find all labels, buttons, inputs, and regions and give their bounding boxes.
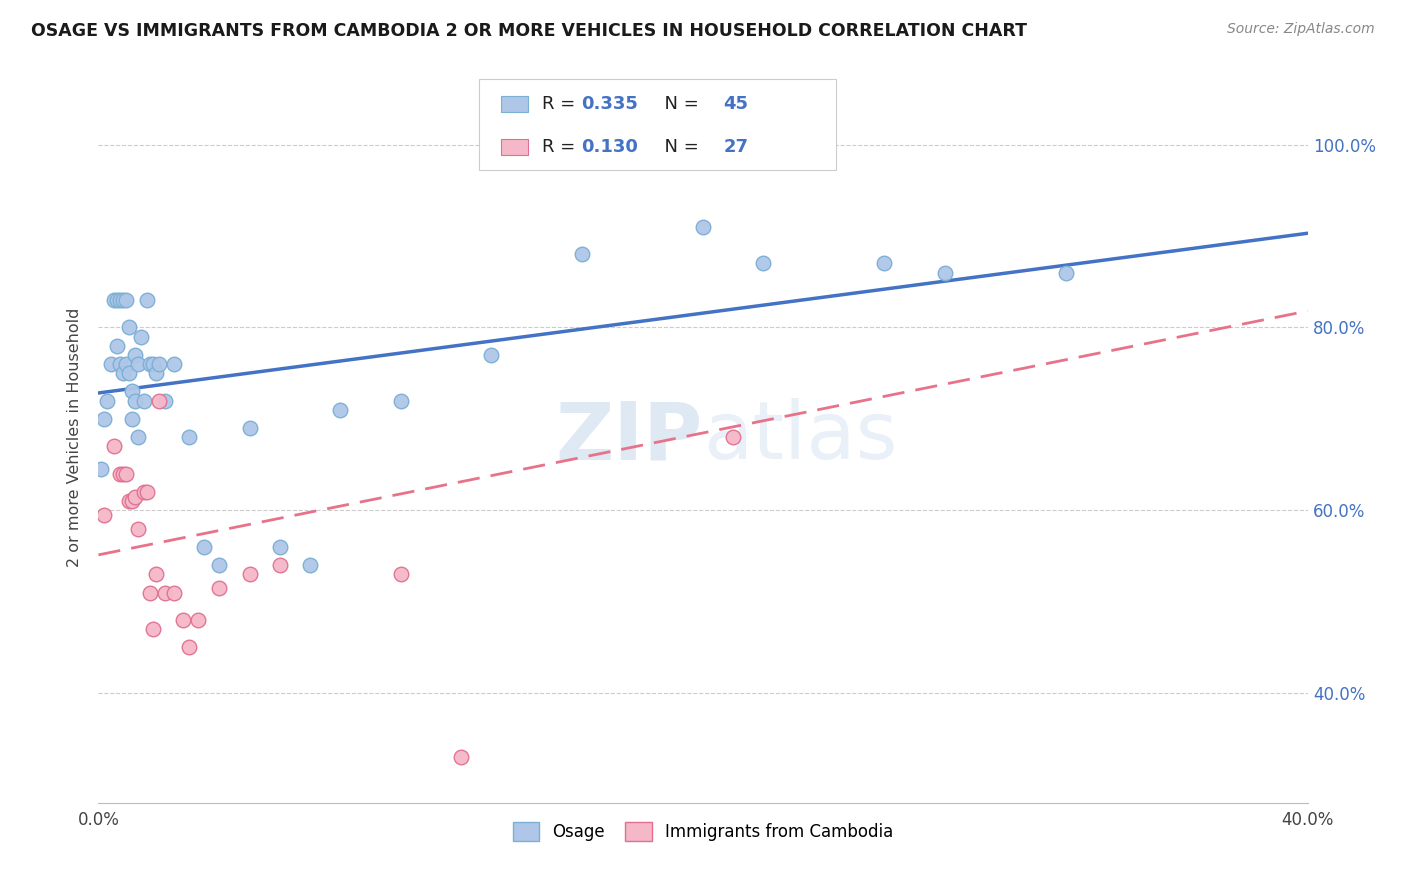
FancyBboxPatch shape bbox=[479, 78, 837, 170]
Point bbox=[193, 540, 215, 554]
Point bbox=[114, 293, 136, 307]
Point bbox=[127, 521, 149, 535]
Point bbox=[163, 585, 186, 599]
Point bbox=[153, 393, 176, 408]
Point bbox=[269, 558, 291, 573]
FancyBboxPatch shape bbox=[501, 96, 527, 112]
Point bbox=[187, 613, 209, 627]
Text: R =: R = bbox=[543, 95, 581, 113]
Point bbox=[239, 567, 262, 582]
Point bbox=[139, 585, 162, 599]
Point bbox=[142, 357, 165, 371]
Point bbox=[111, 467, 134, 481]
Point bbox=[124, 348, 146, 362]
Point bbox=[96, 393, 118, 408]
Point bbox=[142, 622, 165, 636]
Point bbox=[93, 412, 115, 426]
Point bbox=[389, 393, 412, 408]
Point bbox=[127, 357, 149, 371]
Point bbox=[571, 247, 593, 261]
Point bbox=[148, 357, 170, 371]
Point bbox=[132, 485, 155, 500]
Point bbox=[723, 430, 745, 444]
Text: 0.130: 0.130 bbox=[581, 138, 638, 156]
Point bbox=[172, 613, 194, 627]
Point bbox=[111, 293, 134, 307]
Text: 27: 27 bbox=[724, 138, 748, 156]
Point bbox=[121, 494, 143, 508]
Point bbox=[124, 490, 146, 504]
Point bbox=[124, 393, 146, 408]
Text: 0.335: 0.335 bbox=[581, 95, 638, 113]
Text: ZIP: ZIP bbox=[555, 398, 703, 476]
Point bbox=[329, 402, 352, 417]
Text: N =: N = bbox=[654, 95, 704, 113]
Point bbox=[121, 384, 143, 399]
Point bbox=[179, 430, 201, 444]
Point bbox=[118, 366, 141, 380]
Point bbox=[129, 329, 152, 343]
Point bbox=[135, 485, 157, 500]
Point bbox=[145, 366, 167, 380]
Point bbox=[299, 558, 322, 573]
FancyBboxPatch shape bbox=[501, 139, 527, 155]
Text: Source: ZipAtlas.com: Source: ZipAtlas.com bbox=[1227, 22, 1375, 37]
Point bbox=[114, 357, 136, 371]
Point bbox=[145, 567, 167, 582]
Point bbox=[179, 640, 201, 655]
Point bbox=[269, 540, 291, 554]
Point bbox=[153, 585, 176, 599]
Point bbox=[148, 393, 170, 408]
Point bbox=[103, 439, 125, 453]
Point bbox=[111, 366, 134, 380]
Point bbox=[139, 357, 162, 371]
Point bbox=[114, 467, 136, 481]
Point bbox=[135, 293, 157, 307]
Point bbox=[208, 558, 231, 573]
Point bbox=[389, 567, 412, 582]
Legend: Osage, Immigrants from Cambodia: Osage, Immigrants from Cambodia bbox=[505, 814, 901, 849]
Point bbox=[132, 393, 155, 408]
Text: 45: 45 bbox=[724, 95, 748, 113]
Point bbox=[118, 494, 141, 508]
Point bbox=[127, 430, 149, 444]
Point bbox=[108, 293, 131, 307]
Point bbox=[752, 256, 775, 270]
Point bbox=[1054, 266, 1077, 280]
Point bbox=[90, 462, 112, 476]
Point bbox=[163, 357, 186, 371]
Y-axis label: 2 or more Vehicles in Household: 2 or more Vehicles in Household bbox=[66, 308, 82, 566]
Point bbox=[692, 219, 714, 234]
Point bbox=[873, 256, 896, 270]
Point bbox=[105, 338, 128, 352]
Point bbox=[934, 266, 956, 280]
Point bbox=[108, 357, 131, 371]
Point bbox=[118, 320, 141, 334]
Point bbox=[481, 348, 503, 362]
Text: OSAGE VS IMMIGRANTS FROM CAMBODIA 2 OR MORE VEHICLES IN HOUSEHOLD CORRELATION CH: OSAGE VS IMMIGRANTS FROM CAMBODIA 2 OR M… bbox=[31, 22, 1026, 40]
Point bbox=[93, 508, 115, 522]
Point bbox=[103, 293, 125, 307]
Point bbox=[121, 412, 143, 426]
Point bbox=[450, 750, 472, 764]
Point bbox=[692, 146, 714, 161]
Text: R =: R = bbox=[543, 138, 581, 156]
Point bbox=[105, 293, 128, 307]
Point bbox=[100, 357, 122, 371]
Point bbox=[208, 581, 231, 595]
Point bbox=[108, 467, 131, 481]
Point bbox=[239, 421, 262, 435]
Text: atlas: atlas bbox=[703, 398, 897, 476]
Text: N =: N = bbox=[654, 138, 704, 156]
